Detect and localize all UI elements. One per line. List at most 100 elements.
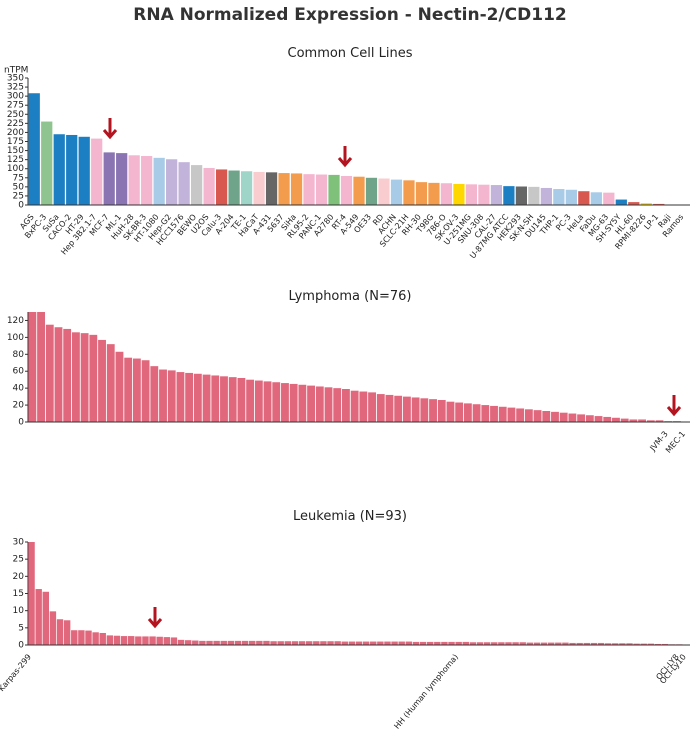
bar bbox=[106, 635, 114, 645]
bar bbox=[115, 351, 124, 422]
bar bbox=[124, 357, 133, 422]
bar bbox=[633, 643, 640, 645]
arrow bbox=[666, 395, 682, 417]
bar bbox=[604, 643, 612, 645]
bar bbox=[362, 641, 370, 645]
bar bbox=[303, 174, 315, 205]
y-tick-label: 275 bbox=[7, 101, 24, 111]
bar bbox=[289, 383, 298, 422]
y-tick-label: 0 bbox=[18, 201, 24, 211]
bar bbox=[78, 630, 85, 645]
bar bbox=[498, 642, 505, 645]
bar bbox=[342, 389, 350, 422]
bar bbox=[542, 411, 551, 422]
bar bbox=[376, 394, 385, 422]
bar bbox=[256, 640, 263, 645]
bar bbox=[159, 369, 167, 422]
bar bbox=[555, 642, 562, 645]
bar bbox=[290, 173, 303, 205]
bar bbox=[340, 175, 353, 205]
y-tick-label: 325 bbox=[7, 83, 24, 93]
bar bbox=[490, 405, 498, 422]
bar bbox=[228, 377, 237, 422]
y-tick-label: 125 bbox=[7, 155, 24, 165]
bar bbox=[583, 642, 590, 645]
bar bbox=[215, 169, 228, 205]
bar bbox=[429, 399, 437, 422]
bar bbox=[153, 157, 165, 205]
bar bbox=[455, 402, 464, 422]
bar bbox=[455, 641, 462, 645]
bar bbox=[420, 398, 429, 422]
chart-title: Common Cell Lines bbox=[288, 46, 413, 61]
bar bbox=[465, 184, 478, 205]
bar bbox=[234, 640, 242, 645]
bar bbox=[507, 407, 516, 422]
bar bbox=[646, 420, 655, 422]
bar bbox=[640, 203, 652, 205]
bar bbox=[284, 641, 292, 645]
bar bbox=[313, 641, 320, 645]
bar bbox=[559, 412, 568, 422]
bar bbox=[78, 136, 90, 205]
bar bbox=[385, 394, 394, 422]
bar bbox=[66, 134, 78, 205]
y-tick-label: 200 bbox=[7, 128, 24, 138]
bar bbox=[426, 641, 434, 645]
bar bbox=[370, 641, 377, 645]
chart-title: Lymphoma (N=76) bbox=[289, 289, 412, 304]
bar bbox=[540, 187, 552, 205]
bar bbox=[577, 414, 586, 422]
y-tick-label: 80 bbox=[13, 350, 25, 360]
bar bbox=[519, 642, 526, 645]
bar bbox=[615, 199, 627, 205]
bar bbox=[391, 641, 398, 645]
bar bbox=[298, 384, 307, 422]
y-tick-label: 60 bbox=[13, 367, 25, 377]
bar bbox=[191, 165, 203, 205]
bar bbox=[483, 642, 491, 645]
bar bbox=[568, 413, 577, 422]
y-tick-label: 300 bbox=[7, 92, 24, 102]
bar bbox=[277, 641, 284, 645]
bar bbox=[612, 643, 619, 645]
bar bbox=[440, 183, 453, 205]
chart-title: Leukemia (N=93) bbox=[293, 509, 407, 524]
bar bbox=[163, 637, 171, 645]
arrow bbox=[147, 607, 163, 629]
bar bbox=[490, 185, 503, 205]
bar bbox=[654, 643, 662, 645]
bar bbox=[569, 642, 576, 645]
bar bbox=[228, 170, 240, 205]
arrows bbox=[102, 118, 682, 629]
y-tick-label: 20 bbox=[13, 401, 25, 411]
bar bbox=[328, 174, 340, 205]
bar bbox=[603, 416, 612, 422]
bar bbox=[199, 640, 206, 645]
bar bbox=[240, 171, 253, 205]
y-tick-label: 100 bbox=[7, 164, 24, 174]
bar bbox=[603, 192, 615, 205]
bar bbox=[394, 395, 403, 422]
y-tick-label: 15 bbox=[13, 589, 24, 599]
bar bbox=[89, 334, 98, 422]
bar bbox=[437, 400, 446, 422]
bar bbox=[35, 589, 42, 645]
bar bbox=[113, 635, 121, 645]
x-tick-label: Karpas-299 bbox=[0, 653, 33, 694]
bar bbox=[202, 374, 211, 422]
bar bbox=[71, 332, 80, 422]
bar bbox=[448, 641, 455, 645]
bar bbox=[71, 630, 78, 645]
y-axis-label: nTPM bbox=[4, 66, 28, 76]
bar bbox=[241, 640, 249, 645]
bar bbox=[141, 360, 150, 422]
bar bbox=[132, 358, 141, 422]
bar bbox=[526, 642, 534, 645]
bar bbox=[503, 186, 515, 205]
bar bbox=[54, 327, 63, 422]
bar bbox=[324, 387, 333, 422]
bar bbox=[576, 642, 583, 645]
bar bbox=[327, 641, 334, 645]
bar bbox=[176, 372, 185, 422]
